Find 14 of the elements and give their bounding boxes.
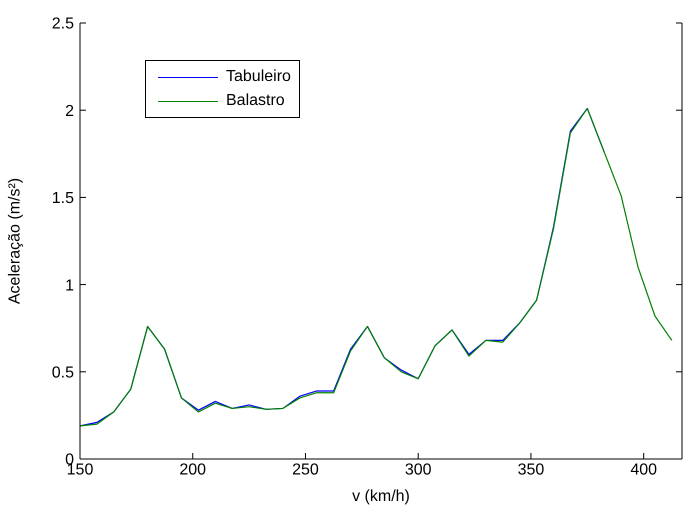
legend-label: Balastro: [226, 92, 285, 110]
x-tick-label: 400: [630, 461, 658, 478]
legend-label: Tabuleiro: [226, 68, 291, 86]
x-tick-label: 350: [518, 461, 544, 478]
x-tick-label: 300: [404, 461, 432, 478]
y-tick-label: 1: [65, 277, 74, 294]
y-tick-label: 2.5: [52, 16, 74, 33]
x-tick-label: 200: [179, 461, 206, 478]
y-axis-title: Aceleração (m/s²): [6, 178, 24, 304]
x-axis-title: v (km/h): [352, 488, 410, 505]
y-tick-label: 2: [65, 102, 74, 120]
y-tick-label: 0.5: [52, 364, 74, 382]
x-tick-label: 250: [292, 461, 319, 478]
y-tick-label: 1.5: [52, 190, 74, 208]
